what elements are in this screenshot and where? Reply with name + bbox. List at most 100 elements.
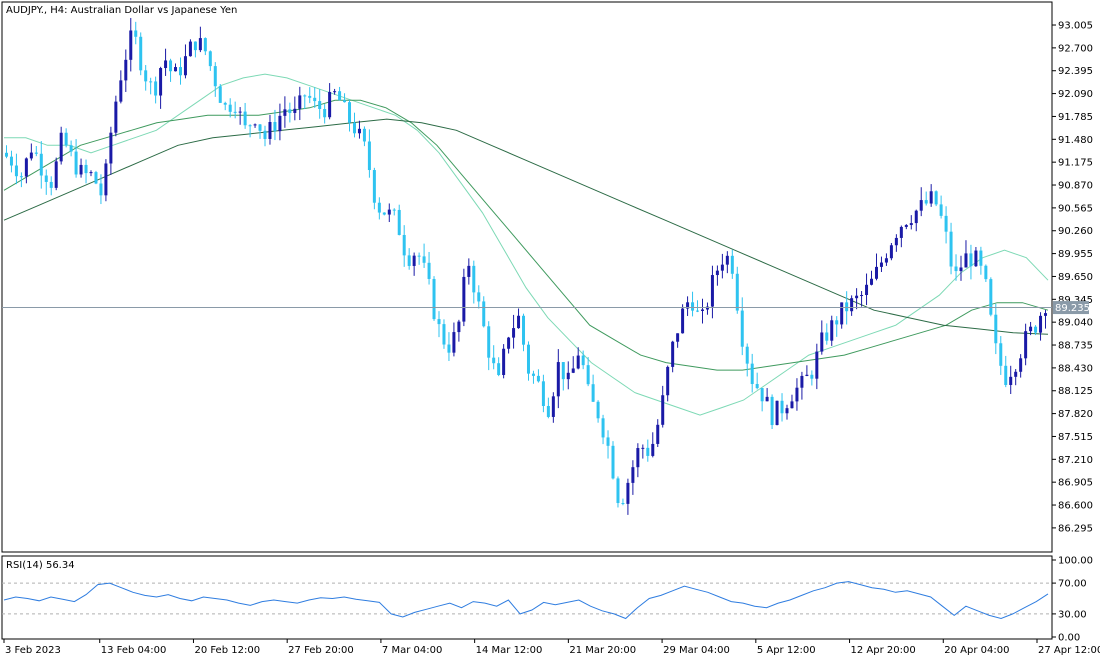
candle-body bbox=[134, 30, 138, 37]
time-tick-label: 5 Apr 12:00 bbox=[757, 645, 816, 656]
candle-body bbox=[899, 226, 903, 238]
price-tick-label: 88.125 bbox=[1058, 386, 1093, 397]
candle-body bbox=[328, 91, 332, 118]
candle-body bbox=[870, 278, 874, 285]
candle-body bbox=[666, 366, 670, 396]
candle-body bbox=[994, 314, 998, 344]
price-tick-label: 89.955 bbox=[1058, 249, 1093, 260]
candle-body bbox=[397, 209, 401, 235]
candle-body bbox=[611, 445, 615, 479]
candle-body bbox=[482, 301, 486, 327]
candle-body bbox=[89, 172, 93, 174]
candle-body bbox=[298, 95, 302, 109]
candle-body bbox=[840, 302, 844, 325]
candle-body bbox=[894, 237, 898, 246]
candle-body bbox=[323, 109, 327, 118]
candle-body bbox=[681, 308, 685, 334]
candle-body bbox=[551, 396, 555, 417]
candle-body bbox=[835, 320, 839, 325]
candle-body bbox=[313, 97, 317, 102]
candle-body bbox=[497, 363, 501, 375]
candle-body bbox=[174, 67, 178, 72]
candle-body bbox=[9, 156, 13, 166]
candle-body bbox=[233, 111, 237, 113]
time-tick-label: 21 Mar 20:00 bbox=[569, 645, 636, 656]
candle-body bbox=[636, 448, 640, 468]
moving-average-layer bbox=[3, 73, 1049, 416]
candle-body bbox=[691, 302, 695, 311]
current-price-tag bbox=[1053, 301, 1089, 315]
candle-body bbox=[904, 225, 908, 227]
candle-body bbox=[228, 104, 232, 112]
candle-body bbox=[74, 151, 78, 175]
candle-body bbox=[715, 270, 719, 276]
moving-average-line-3 bbox=[3, 118, 1049, 335]
candle-body bbox=[338, 91, 342, 101]
rsi-tick-label: 0.00 bbox=[1058, 633, 1080, 644]
candle-body bbox=[765, 396, 769, 402]
candle-body bbox=[188, 41, 192, 57]
candle-body bbox=[909, 223, 913, 226]
rsi-series-line bbox=[3, 581, 1049, 620]
price-tick-label: 91.175 bbox=[1058, 158, 1093, 169]
price-tick-label: 86.295 bbox=[1058, 523, 1093, 534]
candle-body bbox=[651, 443, 655, 456]
price-tick-label: 86.905 bbox=[1058, 478, 1093, 489]
candle-body bbox=[178, 67, 182, 76]
candle-body bbox=[437, 319, 441, 325]
candle-body bbox=[805, 374, 809, 376]
candle-body bbox=[19, 176, 23, 178]
candle-body bbox=[825, 332, 829, 341]
candle-body bbox=[352, 122, 356, 134]
candle-body bbox=[278, 115, 282, 132]
candle-body bbox=[686, 302, 690, 309]
candle-body bbox=[457, 321, 461, 333]
candle-body bbox=[815, 351, 819, 379]
candle-layer bbox=[4, 17, 1048, 515]
candle-body bbox=[29, 152, 33, 159]
candle-body bbox=[785, 408, 789, 414]
candle-body bbox=[84, 164, 88, 174]
candle-body bbox=[556, 362, 560, 397]
price-tick-label: 91.785 bbox=[1058, 112, 1093, 123]
candle-body bbox=[169, 60, 173, 72]
candle-body bbox=[159, 68, 163, 96]
rsi-tick-label: 30.00 bbox=[1058, 609, 1087, 620]
candle-body bbox=[700, 309, 704, 311]
candle-body bbox=[1034, 326, 1038, 333]
candle-body bbox=[407, 255, 411, 266]
candle-body bbox=[333, 91, 337, 93]
candle-body bbox=[865, 284, 869, 296]
candle-body bbox=[969, 253, 973, 267]
candle-body bbox=[502, 348, 506, 375]
price-tick-label: 93.005 bbox=[1058, 21, 1093, 32]
candle-body bbox=[949, 231, 953, 267]
candle-body bbox=[775, 400, 779, 426]
candle-body bbox=[382, 212, 386, 215]
candle-body bbox=[198, 38, 202, 51]
candle-body bbox=[755, 384, 759, 389]
time-tick-label: 7 Mar 04:00 bbox=[382, 645, 442, 656]
candle-body bbox=[49, 181, 53, 188]
candle-body bbox=[367, 141, 371, 171]
candle-body bbox=[487, 326, 491, 358]
candle-body bbox=[124, 59, 128, 81]
candle-body bbox=[412, 255, 416, 266]
candle-body bbox=[1014, 371, 1018, 377]
candle-body bbox=[924, 200, 928, 204]
candle-body bbox=[273, 122, 277, 132]
moving-average-line-2 bbox=[3, 99, 1049, 371]
candle-body bbox=[914, 210, 918, 224]
candle-body bbox=[253, 124, 257, 126]
candle-body bbox=[745, 346, 749, 364]
candle-body bbox=[800, 375, 804, 388]
candle-body bbox=[795, 387, 799, 402]
rsi-plot-frame bbox=[1, 555, 1053, 640]
candle-body bbox=[641, 447, 645, 449]
candle-body bbox=[348, 102, 352, 123]
candle-body bbox=[154, 81, 158, 96]
price-tick-label: 92.395 bbox=[1058, 66, 1093, 77]
candle-body bbox=[616, 478, 620, 504]
current-price-label: 89.235 bbox=[1053, 301, 1090, 315]
candle-body bbox=[144, 70, 148, 82]
